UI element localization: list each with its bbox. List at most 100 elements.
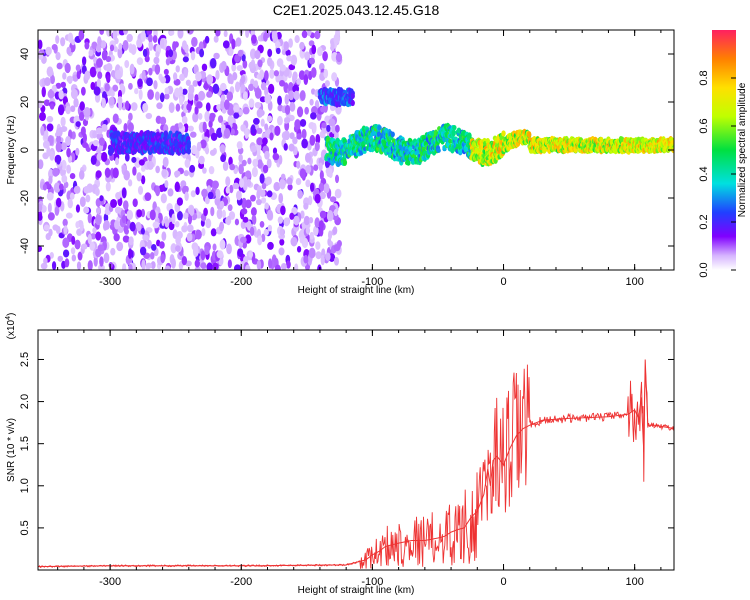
- heatmap-cell: [301, 128, 307, 139]
- heatmap-cell: [98, 137, 105, 146]
- heatmap-cell: [283, 217, 290, 227]
- heatmap-cell: [240, 84, 246, 93]
- heatmap-cell: [189, 205, 195, 217]
- heatmap-cell: [239, 178, 245, 188]
- heatmap-cell: [101, 49, 108, 61]
- heatmap-cell: [115, 192, 122, 200]
- heatmap-cell: [95, 214, 102, 226]
- snr-y-label: SNR (10 * v/v): [6, 418, 17, 482]
- heatmap-cell: [198, 155, 205, 165]
- heatmap-cell: [219, 144, 226, 154]
- heatmap-cell: [66, 46, 72, 55]
- heatmap-cell: [671, 147, 674, 154]
- heatmap-cell: [288, 64, 296, 71]
- heatmap-cell: [220, 99, 225, 111]
- heatmap-cell: [279, 238, 285, 246]
- heatmap-cell: [325, 167, 333, 176]
- heatmap-cell: [670, 139, 674, 145]
- heatmap-cell: [76, 261, 82, 270]
- heatmap-cell: [76, 70, 81, 80]
- heatmap-cell: [110, 198, 118, 208]
- heatmap-cell: [174, 220, 180, 228]
- figure-title: C2E1.2025.043.12.45.G18: [273, 2, 440, 18]
- snr-line-series: [38, 359, 674, 569]
- heatmap-cell: [114, 220, 120, 230]
- heatmap-cell: [227, 204, 233, 212]
- heatmap-cell: [252, 158, 259, 168]
- heatmap-cell: [71, 39, 76, 46]
- heatmap-cell: [298, 70, 306, 81]
- heatmap-cell: [246, 179, 252, 187]
- heatmap-cell: [237, 49, 244, 57]
- heatmap-cell: [160, 253, 166, 264]
- heatmap-cell: [313, 164, 319, 171]
- heatmap-cell: [288, 143, 295, 152]
- heatmap-cell: [315, 241, 321, 250]
- heatmap-cell: [106, 75, 111, 84]
- heatmap-cell: [175, 103, 181, 112]
- heatmap-cell: [264, 70, 269, 81]
- heatmap-cell: [200, 250, 206, 261]
- heatmap-cell: [350, 92, 355, 100]
- heatmap-cell: [186, 103, 192, 111]
- heatmap-cell: [316, 46, 323, 57]
- heatmap-cell: [223, 128, 231, 139]
- snr-y-tick-label: 2.5: [19, 352, 31, 367]
- heatmap-cell: [104, 83, 110, 92]
- heatmap-cell: [253, 80, 259, 89]
- heatmap-cell: [192, 80, 199, 87]
- heatmap-cell: [195, 71, 202, 82]
- spectrogram-y-tick-label: 0: [19, 147, 31, 153]
- heatmap-cell: [62, 237, 70, 248]
- heatmap-cell: [150, 261, 156, 269]
- heatmap-cell: [228, 211, 236, 220]
- heatmap-cell: [174, 181, 180, 192]
- heatmap-cell: [101, 97, 106, 109]
- heatmap-cell: [244, 234, 252, 244]
- heatmap-cell: [82, 141, 89, 149]
- heatmap-cell: [189, 131, 197, 138]
- colorbar-tick-label: 0.2: [698, 214, 710, 229]
- heatmap-cell: [65, 212, 73, 219]
- heatmap-cell: [149, 209, 156, 221]
- heatmap-cell: [250, 145, 257, 153]
- heatmap-cell: [301, 30, 308, 39]
- heatmap-cell: [167, 188, 174, 197]
- heatmap-cell: [406, 160, 411, 166]
- heatmap-cell: [66, 75, 74, 83]
- heatmap-cell: [126, 33, 133, 43]
- heatmap-cell: [63, 181, 69, 189]
- heatmap-cell: [309, 98, 314, 106]
- heatmap-cell: [136, 38, 143, 48]
- heatmap-cell: [191, 145, 197, 155]
- spectrogram-x-tick-label: -100: [361, 276, 383, 288]
- colorbar-tick-label: 0.6: [698, 118, 710, 133]
- heatmap-cell: [140, 227, 145, 235]
- heatmap-cell: [310, 182, 315, 192]
- heatmap-cell: [234, 81, 241, 93]
- heatmap-cell: [122, 263, 127, 270]
- heatmap-cell: [40, 262, 48, 270]
- heatmap-cell: [448, 138, 453, 144]
- heatmap-cell: [247, 157, 252, 165]
- heatmap-cell: [113, 233, 120, 242]
- heatmap-cell: [342, 159, 348, 167]
- heatmap-cell: [160, 193, 167, 204]
- heatmap-cell: [97, 244, 105, 252]
- heatmap-cell: [159, 92, 165, 103]
- heatmap-cell: [299, 41, 305, 50]
- heatmap-cell: [141, 175, 146, 185]
- heatmap-cell: [264, 123, 269, 131]
- heatmap-cell: [234, 54, 241, 63]
- heatmap-cell: [320, 106, 327, 113]
- heatmap-cell: [250, 194, 256, 202]
- heatmap-cell: [256, 137, 264, 146]
- heatmap-cell: [53, 182, 61, 193]
- heatmap-cell: [278, 247, 285, 256]
- heatmap-cell: [304, 152, 311, 163]
- heatmap-cell: [56, 128, 61, 137]
- heatmap-cell: [288, 38, 293, 48]
- heatmap-cell: [119, 83, 125, 91]
- heatmap-cell: [113, 46, 118, 53]
- heatmap-cell: [317, 264, 322, 270]
